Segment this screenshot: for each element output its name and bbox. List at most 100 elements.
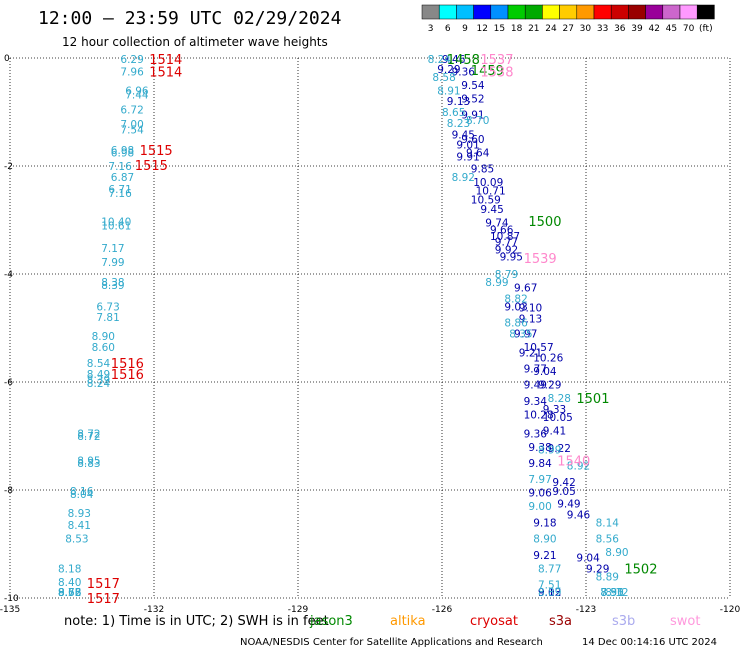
wave-height-label: 9.22: [548, 443, 571, 455]
colorbar-label: 45: [666, 24, 677, 34]
wave-height-label: 8.40: [58, 577, 81, 589]
colorbar-label: 6: [445, 24, 451, 34]
wave-height-label: 8.95: [77, 455, 100, 467]
colorbar-swatch: [696, 4, 715, 20]
pass-number-label: 1502: [624, 562, 657, 577]
y-tick-label: -8: [4, 486, 13, 496]
wave-height-label: 6.71: [108, 184, 131, 196]
wave-height-label: 7.95: [600, 587, 623, 599]
wave-height-label: 9.46: [442, 54, 466, 66]
wave-height-label: 7.17: [101, 243, 124, 255]
footer-timestamp: 14 Dec 00:14:16 UTC 2024: [582, 637, 717, 648]
wave-height-label: 8.93: [68, 508, 91, 520]
wave-height-label: 8.49: [87, 369, 110, 381]
wave-height-label: 6.72: [120, 104, 143, 116]
colorbar-label: 30: [580, 24, 592, 34]
satellite-legend-jason3: jason3: [309, 614, 353, 629]
colorbar-swatch: [662, 4, 681, 20]
wave-height-label: 9.05: [552, 486, 575, 498]
wave-height-label: 8.53: [58, 587, 81, 599]
wave-height-label: 8.28: [548, 393, 571, 405]
wave-height-label: 9.45: [480, 204, 503, 216]
chart-title: 12:00 — 23:59 UTC 02/29/2024: [38, 8, 341, 29]
colorbar-swatch: [679, 4, 698, 20]
pass-number-label: 1538: [480, 66, 513, 81]
plot-grid: [9, 57, 731, 599]
wave-height-label: 10.87: [490, 231, 520, 243]
wave-height-label: 9.91: [461, 110, 484, 122]
wave-height-label: 6.73: [96, 301, 119, 313]
colorbar-label: 24: [545, 24, 557, 34]
wave-height-label: 6.29: [120, 54, 143, 66]
wave-height-label: 8.99: [485, 277, 508, 289]
wave-height-label: 8.60: [92, 342, 115, 354]
wave-height-label: 8.39: [101, 280, 124, 292]
wave-height-label: 8.24: [428, 54, 452, 66]
colorbar-label: 70: [683, 24, 695, 34]
wave-height-label: 7.51: [538, 580, 561, 592]
wave-height-label: 8.90: [92, 331, 115, 343]
wave-height-label: 7.16: [108, 161, 132, 173]
pass-number-label: 1514: [149, 66, 182, 81]
wave-height-label: 7.97: [528, 474, 551, 486]
wave-height-label: 9.10: [519, 302, 542, 314]
wave-height-label: 9.29: [538, 380, 561, 392]
colorbar-swatch: [421, 4, 440, 20]
wave-height-label: 9.92: [495, 245, 518, 257]
wave-height-label: 8.78: [58, 587, 81, 599]
wave-height-label: 9.49: [557, 499, 580, 511]
wave-height-label: 9.74: [485, 218, 509, 230]
wave-height-label: 9.52: [461, 94, 484, 106]
wave-height-label: 10.57: [524, 342, 554, 354]
wave-height-label: 10.59: [471, 194, 501, 206]
x-tick-label: -129: [288, 605, 309, 615]
x-tick-label: -123: [576, 605, 596, 615]
wave-height-label: 8.41: [68, 520, 91, 532]
wave-height-label: 8.23: [447, 118, 470, 130]
colorbar-swatch: [628, 4, 646, 20]
wave-height-label: 9.42: [552, 477, 575, 489]
colorbar-label: 36: [614, 24, 626, 34]
wave-height-label: 9.54: [461, 80, 485, 92]
wave-height-label: 8.72: [77, 431, 100, 443]
wave-height-label: 10.26: [533, 353, 563, 365]
wave-height-label: 10.71: [476, 185, 506, 197]
wave-height-label: 9.97: [514, 328, 537, 340]
colorbar-label: 42: [648, 24, 659, 34]
wave-height-label: 9.04: [533, 366, 557, 378]
pass-number-label: 1537: [480, 53, 513, 68]
wave-height-label: 8.04: [70, 489, 94, 501]
wave-height-label: 8.35: [509, 328, 532, 340]
wave-height-label: 8.70: [466, 115, 489, 127]
satellite-legend-cryosat: cryosat: [470, 614, 518, 629]
colorbar-swatch: [542, 4, 560, 20]
wave-height-label: 9.46: [567, 509, 591, 521]
x-tick-label: -120: [720, 605, 740, 615]
y-tick-label: -6: [4, 378, 13, 388]
wave-height-label: 8.77: [538, 563, 561, 575]
footer-note: note: 1) Time is in UTC; 2) SWH is in fe…: [64, 614, 329, 629]
y-tick-label: 0: [4, 54, 10, 64]
pass-number-label: 1514: [149, 53, 182, 68]
wave-height-label: 9.06: [528, 488, 552, 500]
pass-number-label: 1515: [140, 144, 173, 159]
wave-height-label: 9.01: [456, 139, 479, 151]
wave-height-label: 10.09: [473, 177, 503, 189]
wave-height-label: 9.67: [514, 283, 537, 295]
footer-credit: NOAA/NESDIS Center for Satellite Applica…: [240, 637, 543, 648]
satellite-legend-altika: altika: [390, 614, 426, 629]
colorbar-label: 33: [597, 24, 608, 34]
pass-number-label: 1516: [111, 368, 144, 383]
wave-height-label: 6.87: [111, 172, 134, 184]
y-tick-label: -2: [4, 162, 13, 172]
wave-height-label: 9.77: [524, 364, 547, 376]
y-tick-label: -10: [4, 594, 19, 604]
pass-number-label: 1517: [87, 577, 120, 592]
wave-height-label: 8.72: [77, 428, 100, 440]
wave-height-label: 8.12: [605, 587, 628, 599]
wave-height-label: 9.95: [500, 252, 523, 264]
wave-height-label: 9.00: [528, 501, 551, 513]
wave-height-label: 9.36: [524, 428, 548, 440]
wave-height-label: 8.39: [87, 374, 110, 386]
wave-height-label: 8.73: [58, 587, 81, 599]
